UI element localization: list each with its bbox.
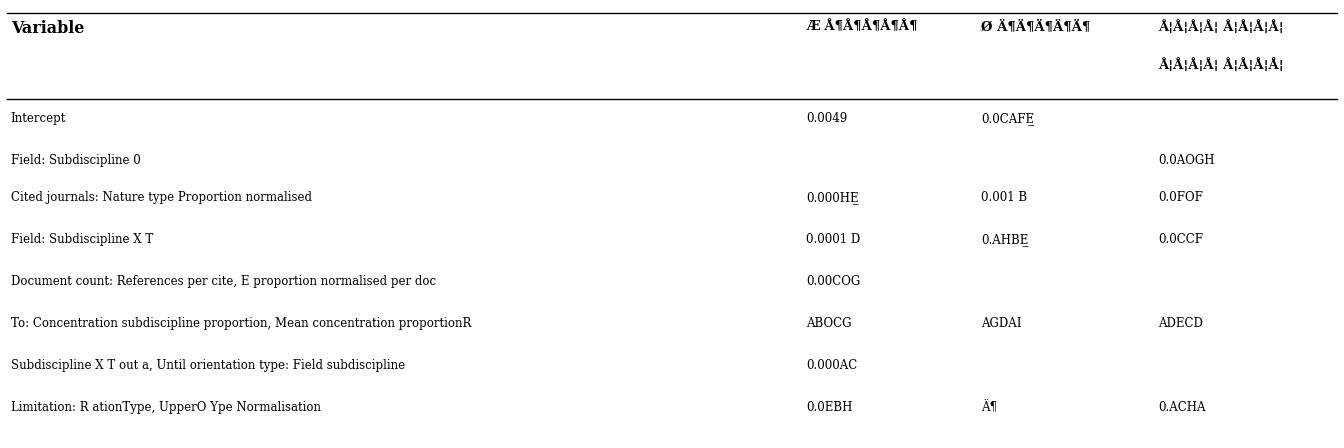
Text: To: Concentration subdiscipline proportion, Mean concentration proportionR: To: Concentration subdiscipline proporti… (11, 317, 472, 330)
Text: ADECD: ADECD (1159, 317, 1203, 330)
Text: Ø Ä¶Ä¶Ä¶Ä¶Ä¶: Ø Ä¶Ä¶Ä¶Ä¶Ä¶ (981, 20, 1090, 33)
Text: 0.000HE̲: 0.000HE̲ (806, 191, 859, 204)
Text: AGDAI: AGDAI (981, 317, 1021, 330)
Text: Document count: References per cite, E proportion normalised per doc: Document count: References per cite, E p… (11, 275, 435, 288)
Text: 0.001 B: 0.001 B (981, 191, 1027, 204)
Text: Æ Å¶Å¶Å¶Å¶Å¶: Æ Å¶Å¶Å¶Å¶Å¶ (806, 20, 918, 33)
Text: 0.000AC: 0.000AC (806, 359, 857, 372)
Text: 0.00COG: 0.00COG (806, 275, 860, 288)
Text: 0.0AOGH: 0.0AOGH (1159, 154, 1215, 167)
Text: 0.0FOF: 0.0FOF (1159, 191, 1203, 204)
Text: Subdiscipline X T out a, Until orientation type: Field subdiscipline: Subdiscipline X T out a, Until orientati… (11, 359, 405, 372)
Text: Å¦Å¦Å¦Å¦ Å¦Å¦Å¦Å¦: Å¦Å¦Å¦Å¦ Å¦Å¦Å¦Å¦ (1159, 58, 1284, 72)
Text: Intercept: Intercept (11, 112, 66, 125)
Text: ABOCG: ABOCG (806, 317, 852, 330)
Text: Field: Subdiscipline 0: Field: Subdiscipline 0 (11, 154, 141, 167)
Text: 0.0CAFE̲: 0.0CAFE̲ (981, 112, 1035, 125)
Text: 0.ACHA: 0.ACHA (1159, 401, 1206, 414)
Text: Cited journals: Nature type Proportion normalised: Cited journals: Nature type Proportion n… (11, 191, 312, 204)
Text: 0.AHBE̲: 0.AHBE̲ (981, 233, 1028, 246)
Text: 0.0001 D: 0.0001 D (806, 233, 860, 246)
Text: Limitation: R ationType, UpperO Ype Normalisation: Limitation: R ationType, UpperO Ype Norm… (11, 401, 321, 414)
Text: Field: Subdiscipline X T: Field: Subdiscipline X T (11, 233, 153, 246)
Text: Variable: Variable (11, 20, 85, 37)
Text: 0.0049: 0.0049 (806, 112, 848, 125)
Text: Å¦Å¦Å¦Å¦ Å¦Å¦Å¦Å¦: Å¦Å¦Å¦Å¦ Å¦Å¦Å¦Å¦ (1159, 20, 1284, 34)
Text: Ä¶: Ä¶ (981, 401, 997, 414)
Text: 0.0CCF: 0.0CCF (1159, 233, 1203, 246)
Text: 0.0EBH: 0.0EBH (806, 401, 853, 414)
